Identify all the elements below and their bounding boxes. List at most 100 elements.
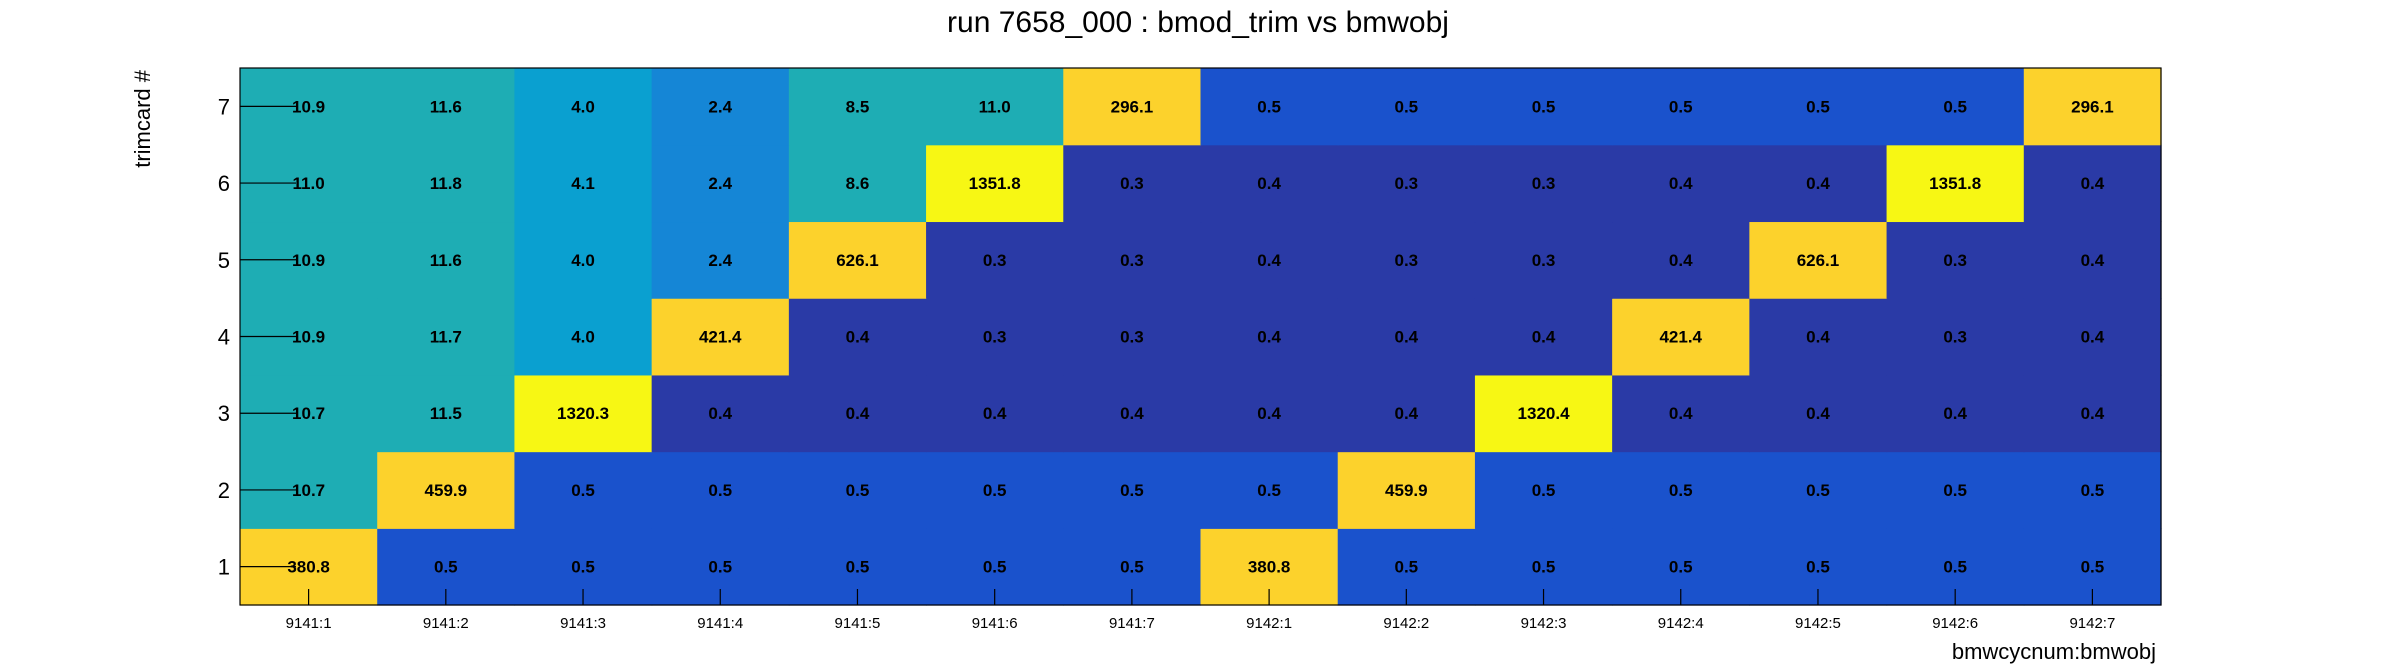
x-axis-title: bmwcycnum:bmwobj bbox=[1952, 639, 2156, 664]
cell-value-label: 0.5 bbox=[1943, 97, 1967, 116]
chart-title: run 7658_000 : bmod_trim vs bmwobj bbox=[947, 6, 1449, 39]
heatmap-cell bbox=[1612, 298, 1750, 376]
heatmap-cell bbox=[514, 374, 653, 453]
cell-value-label: 4.0 bbox=[571, 328, 595, 347]
cell-value-label: 0.5 bbox=[1806, 481, 1830, 500]
cell-value-label: 10.7 bbox=[292, 404, 325, 423]
cell-value-label: 0.3 bbox=[1395, 251, 1419, 270]
heatmap-cell bbox=[514, 68, 653, 146]
cell-value-label: 0.5 bbox=[1669, 97, 1693, 116]
heatmap-cell bbox=[1200, 68, 1339, 146]
y-tick-label: 1 bbox=[218, 555, 230, 580]
cell-value-label: 0.5 bbox=[1532, 558, 1556, 577]
heatmap-cell bbox=[1063, 221, 1202, 299]
heatmap-cell bbox=[651, 374, 790, 453]
x-tick-label: 9142:7 bbox=[2069, 615, 2115, 632]
cell-value-label: 0.3 bbox=[1395, 174, 1419, 193]
heatmap-cell bbox=[1474, 221, 1613, 299]
x-axis-ticks: 9141:1 9141:2 9141:3 9141:4 9141:5 9141:6 9141… bbox=[286, 589, 2115, 632]
y-tick-label: 6 bbox=[218, 171, 230, 196]
heatmap-cell bbox=[377, 374, 516, 453]
x-tick-label: 9141:2 bbox=[423, 615, 469, 632]
heatmap-cell bbox=[1200, 298, 1339, 376]
cell-value-label: 11.7 bbox=[430, 328, 462, 347]
cell-value-label: 4.0 bbox=[571, 251, 595, 270]
cell-value-label: 0.4 bbox=[1669, 404, 1693, 423]
heatmap-cell bbox=[1749, 144, 1888, 223]
heatmap-cell bbox=[1337, 144, 1476, 223]
cell-value-label: 11.5 bbox=[430, 404, 462, 423]
y-tick-label: 2 bbox=[218, 478, 230, 503]
cell-value-label: 0.4 bbox=[2081, 328, 2105, 347]
cell-value-label: 0.5 bbox=[1943, 481, 1967, 500]
cell-value-label: 0.5 bbox=[1395, 558, 1419, 577]
cell-value-label: 0.5 bbox=[1120, 558, 1144, 577]
cell-value-label: 0.5 bbox=[846, 558, 870, 577]
cell-value-label: 0.4 bbox=[1806, 174, 1830, 193]
heatmap-cell bbox=[1337, 68, 1476, 146]
cell-value-label: 11.8 bbox=[430, 174, 462, 193]
heatmap-cell bbox=[1886, 298, 2025, 376]
heatmap-cell bbox=[788, 144, 927, 223]
x-tick-label: 9141:1 bbox=[286, 615, 332, 632]
cell-value-label: 459.9 bbox=[1385, 481, 1428, 500]
heatmap-cell bbox=[1063, 298, 1202, 376]
cell-value-label: 0.5 bbox=[1257, 97, 1281, 116]
cell-value-label: 380.8 bbox=[1248, 558, 1291, 577]
cell-value-label: 0.4 bbox=[1395, 328, 1419, 347]
heatmap-cell bbox=[1200, 451, 1339, 529]
cell-value-label: 0.4 bbox=[708, 404, 732, 423]
cell-value-label: 0.5 bbox=[571, 558, 595, 577]
y-tick-label: 3 bbox=[218, 401, 230, 426]
cell-value-label: 0.3 bbox=[983, 328, 1007, 347]
heatmap-cell bbox=[1200, 144, 1339, 223]
heatmap-cell bbox=[1474, 144, 1613, 223]
cell-value-label: 0.4 bbox=[983, 404, 1007, 423]
heatmap-cell bbox=[1886, 451, 2025, 529]
heatmap-cell bbox=[926, 451, 1064, 529]
cell-value-label: 0.4 bbox=[1395, 404, 1419, 423]
heatmap-cells bbox=[240, 68, 2162, 606]
heatmap-cell bbox=[788, 451, 927, 529]
cell-value-label: 11.0 bbox=[979, 97, 1011, 116]
cell-value-label: 0.3 bbox=[1943, 251, 1967, 270]
cell-value-label: 0.5 bbox=[2081, 481, 2105, 500]
heatmap-cell bbox=[926, 68, 1064, 146]
cell-value-label: 2.4 bbox=[708, 251, 732, 270]
cell-value-label: 0.3 bbox=[1532, 251, 1556, 270]
heatmap-cell bbox=[2023, 298, 2162, 376]
heatmap-cell bbox=[1200, 374, 1339, 453]
heatmap-cell bbox=[788, 68, 927, 146]
cell-value-label: 0.5 bbox=[1806, 558, 1830, 577]
cell-value-label: 0.4 bbox=[1257, 251, 1281, 270]
cell-value-label: 0.5 bbox=[571, 481, 595, 500]
x-tick-label: 9142:6 bbox=[1932, 615, 1978, 632]
x-tick-label: 9141:7 bbox=[1109, 615, 1155, 632]
heatmap-cell bbox=[2023, 451, 2162, 529]
cell-value-label: 0.4 bbox=[2081, 174, 2105, 193]
cell-value-label: 0.4 bbox=[1257, 404, 1281, 423]
cell-value-label: 2.4 bbox=[708, 174, 732, 193]
heatmap-cell bbox=[1063, 451, 1202, 529]
heatmap-cell bbox=[377, 68, 516, 146]
cell-value-label: 0.5 bbox=[1532, 97, 1556, 116]
cell-value-label: 1351.8 bbox=[969, 174, 1021, 193]
cell-value-label: 0.5 bbox=[2081, 558, 2105, 577]
heatmap-cell bbox=[1886, 144, 2025, 223]
heatmap-cell bbox=[514, 298, 653, 376]
heatmap-cell bbox=[1749, 298, 1888, 376]
cell-value-label: 0.5 bbox=[1669, 558, 1693, 577]
cell-value-label: 0.5 bbox=[983, 481, 1007, 500]
heatmap-cell bbox=[1749, 68, 1888, 146]
heatmap-cell bbox=[1886, 68, 2025, 146]
cell-value-label: 0.5 bbox=[983, 558, 1007, 577]
cell-value-label: 0.4 bbox=[1943, 404, 1967, 423]
heatmap-cell bbox=[1474, 451, 1613, 529]
x-tick-label: 9141:3 bbox=[560, 615, 606, 632]
heatmap-cell bbox=[788, 374, 927, 453]
heatmap-cell bbox=[1337, 221, 1476, 299]
cell-value-label: 0.5 bbox=[1806, 97, 1830, 116]
cell-value-label: 421.4 bbox=[699, 328, 742, 347]
cell-value-label: 10.7 bbox=[292, 481, 325, 500]
